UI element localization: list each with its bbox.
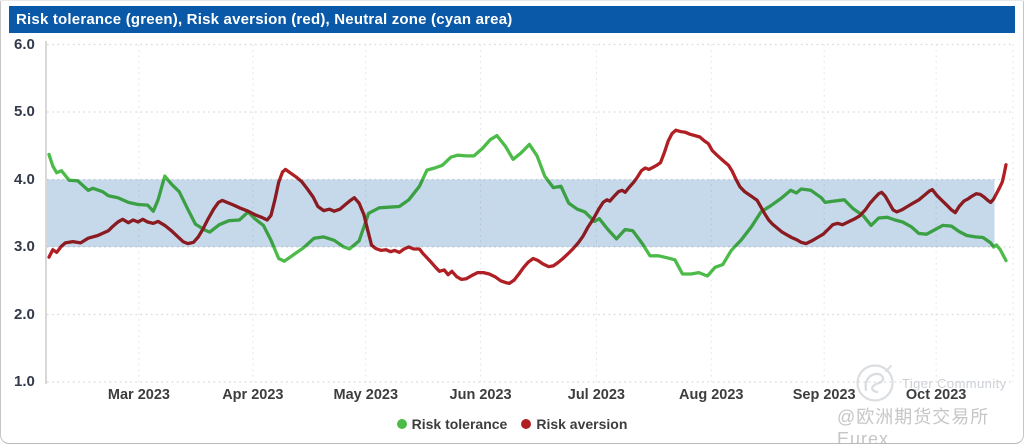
x-tick-label: Sep 2023 [792,387,856,403]
y-tick-label: 3.0 [14,238,35,255]
chart-legend: Risk tolerance Risk aversion [1,416,1023,432]
watermark-tiger-community: Tiger Community [902,376,1007,391]
tiger-community-icon [856,364,894,402]
y-tick-label: 4.0 [14,170,35,188]
y-tick-label: 2.0 [14,305,35,323]
legend-label-risk-aversion: Risk aversion [536,416,628,432]
x-tick-label: Aug 2023 [678,387,744,403]
watermark-eurex: @欧洲期货交易所Eurex [837,407,990,444]
x-tick-label: Mar 2023 [107,387,170,403]
y-tick-label: 1.0 [14,373,35,390]
x-tick-label: Apr 2023 [222,387,284,403]
chart-title-bar: Risk tolerance (green), Risk aversion (r… [9,6,1015,33]
chart-title: Risk tolerance (green), Risk aversion (r… [16,11,513,28]
legend-marker-red-icon [521,419,532,429]
legend-marker-green-icon [396,419,407,429]
y-tick-label: 5.0 [14,103,35,120]
legend-item-risk-aversion[interactable]: Risk aversion [521,416,627,432]
x-tick-label: Jul 2023 [567,387,626,403]
legend-item-risk-tolerance[interactable]: Risk tolerance [396,416,508,432]
x-tick-label: Jun 2023 [449,387,512,403]
x-tick-label: Oct 2023 [905,387,967,403]
x-tick-label: May 2023 [333,387,399,403]
neutral-zone-band [47,179,995,247]
legend-label-risk-tolerance: Risk tolerance [411,416,508,432]
y-tick-label: 6.0 [14,35,35,53]
